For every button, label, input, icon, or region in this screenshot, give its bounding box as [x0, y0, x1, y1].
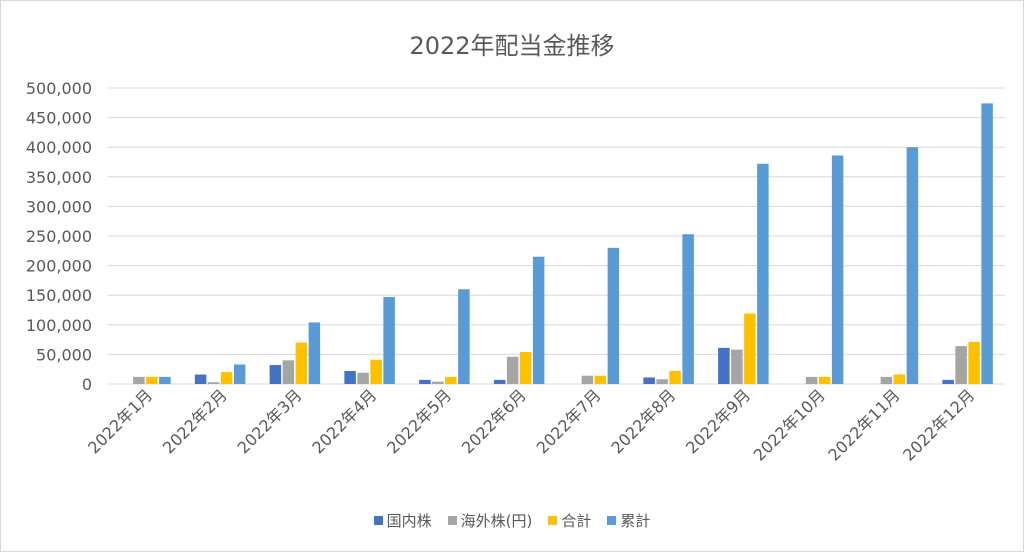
- bar-2-12: [955, 346, 967, 384]
- y-axis: 0 50,000 100,000 150,000 200,000 250,000 300,0…: [26, 79, 92, 394]
- bar-3-3: [295, 342, 308, 384]
- bar-3-2: [220, 372, 233, 384]
- y-tick-label: 350,000: [26, 168, 92, 187]
- bar-3-11: [893, 374, 906, 384]
- y-tick-label: 50,000: [36, 345, 92, 364]
- bar-2-3: [282, 360, 295, 384]
- legend-swatch: [447, 516, 457, 525]
- bar-1-5: [419, 379, 431, 384]
- x-tick-label: 2022年12月: [899, 385, 978, 464]
- legend-swatch: [373, 516, 383, 525]
- x-tick-label: 2022年3月: [234, 385, 306, 457]
- bar-4-11: [906, 147, 919, 384]
- y-tick-label: 400,000: [26, 138, 92, 157]
- bars: [133, 103, 993, 384]
- bar-2-1: [133, 376, 145, 384]
- x-tick-label: 2022年9月: [682, 385, 754, 457]
- bar-3-7: [594, 375, 607, 384]
- y-tick-label: 250,000: [26, 227, 92, 246]
- bar-3-1: [146, 376, 158, 384]
- legend-swatch: [607, 516, 617, 525]
- bar-2-9: [731, 349, 743, 384]
- y-tick-label: 150,000: [26, 286, 92, 305]
- bar-4-7: [607, 247, 620, 384]
- x-tick-label: 2022年6月: [458, 385, 530, 457]
- y-tick-label: 0: [82, 375, 92, 394]
- x-tick-label: 2022年7月: [533, 385, 605, 457]
- y-tick-label: 450,000: [26, 109, 92, 128]
- bar-3-4: [370, 359, 382, 384]
- bar-4-4: [383, 296, 395, 384]
- bar-2-4: [357, 372, 369, 384]
- bar-1-2: [194, 374, 207, 384]
- bar-4-9: [757, 163, 769, 384]
- x-tick-label: 2022年4月: [308, 385, 380, 457]
- bar-3-8: [669, 370, 681, 384]
- chart-title: 2022年配当金推移: [409, 32, 615, 60]
- x-tick-label: 2022年8月: [607, 385, 679, 457]
- bar-4-3: [308, 322, 321, 384]
- legend-item: 国内株: [373, 510, 432, 531]
- bar-2-2: [207, 382, 220, 384]
- legend-label: 合計: [561, 512, 592, 530]
- gridlines: [108, 87, 1005, 385]
- bar-1-3: [269, 365, 282, 384]
- bar-4-1: [159, 376, 171, 384]
- y-tick-label: 200,000: [26, 257, 92, 276]
- y-tick-label: 300,000: [26, 197, 92, 216]
- bar-4-8: [682, 234, 694, 384]
- bar-4-12: [981, 103, 993, 384]
- bar-2-6: [506, 356, 519, 384]
- bar-1-9: [718, 347, 730, 384]
- bar-2-7: [581, 375, 594, 384]
- bar-3-6: [519, 352, 532, 384]
- bar-4-2: [233, 364, 246, 384]
- legend-label: 海外株(円): [460, 512, 533, 530]
- bar-2-8: [656, 379, 668, 384]
- bar-4-10: [831, 155, 844, 384]
- y-tick-label: 100,000: [26, 316, 92, 335]
- x-tick-label: 2022年11月: [824, 385, 903, 464]
- bar-3-5: [445, 376, 457, 384]
- bar-1-8: [643, 377, 655, 384]
- legend-label: 累計: [620, 512, 651, 530]
- legend-item: 海外株(円): [447, 510, 533, 531]
- x-tick-label: 2022年2月: [159, 385, 231, 457]
- legend-item: 合計: [548, 510, 591, 531]
- bar-2-10: [805, 376, 818, 384]
- bar-1-4: [344, 370, 356, 384]
- bar-3-12: [968, 341, 980, 384]
- bar-1-6: [493, 379, 506, 384]
- legend: 国内株 海外株(円) 合計 累計: [0, 510, 1024, 531]
- bar-4-5: [458, 289, 470, 384]
- x-axis: 2022年1月 2022年2月 2022年3月 2022年4月 2022年5月 2022年…: [84, 385, 978, 464]
- bar-1-12: [942, 379, 954, 384]
- x-tick-label: 2022年10月: [750, 385, 829, 464]
- y-tick-label: 500,000: [26, 79, 92, 98]
- legend-item: 累計: [607, 510, 650, 531]
- bar-2-11: [880, 376, 893, 384]
- legend-label: 国内株: [386, 512, 432, 530]
- bar-2-5: [432, 381, 444, 384]
- legend-swatch: [548, 516, 558, 525]
- bar-4-6: [532, 256, 545, 384]
- bar-3-10: [818, 376, 831, 384]
- x-tick-label: 2022年5月: [383, 385, 455, 457]
- bar-3-9: [744, 313, 756, 384]
- x-tick-label: 2022年1月: [84, 385, 156, 457]
